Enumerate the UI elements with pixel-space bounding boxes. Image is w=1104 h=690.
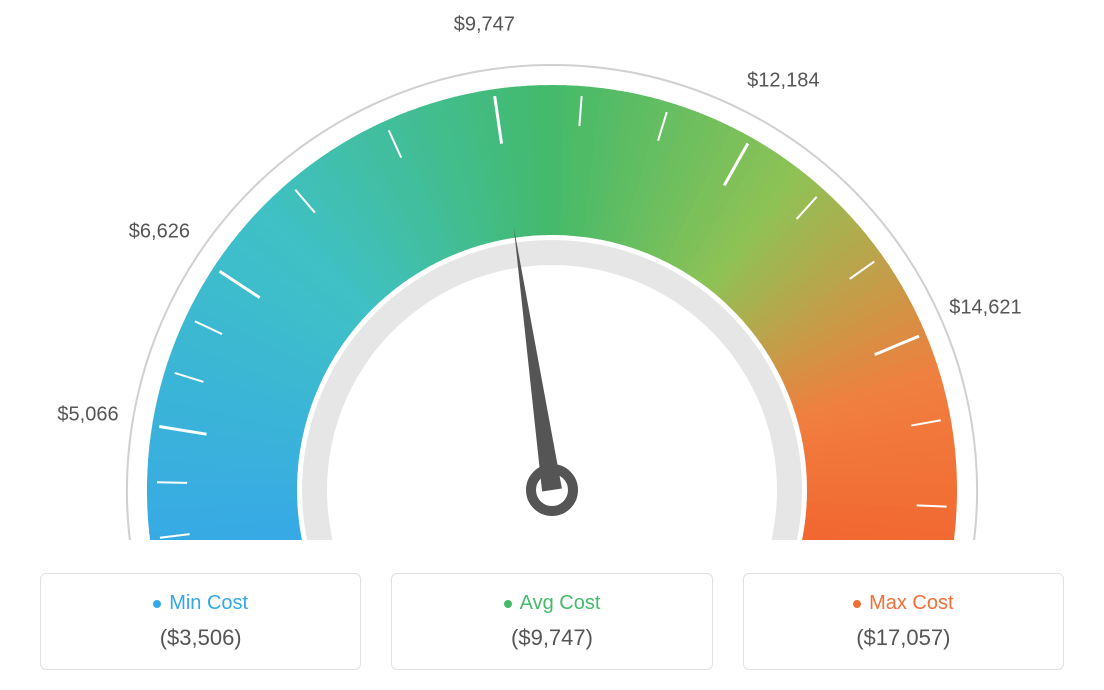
gauge-area: $3,506$5,066$6,626$9,747$12,184$14,621$1… bbox=[0, 0, 1104, 530]
legend-dot-min bbox=[153, 600, 161, 608]
scale-label: $5,066 bbox=[57, 404, 118, 427]
legend-label-min: Min Cost bbox=[169, 592, 248, 614]
legend-value-avg: ($9,747) bbox=[402, 625, 701, 651]
legend-row: Min Cost ($3,506) Avg Cost ($9,747) Max … bbox=[0, 573, 1104, 670]
legend-title-min: Min Cost bbox=[51, 592, 350, 615]
legend-value-max: ($17,057) bbox=[754, 625, 1053, 651]
scale-label: $9,747 bbox=[454, 13, 515, 36]
scale-label: $14,621 bbox=[949, 297, 1021, 320]
legend-card-max: Max Cost ($17,057) bbox=[743, 573, 1064, 670]
legend-dot-avg bbox=[504, 600, 512, 608]
legend-label-avg: Avg Cost bbox=[520, 592, 601, 614]
legend-card-min: Min Cost ($3,506) bbox=[40, 573, 361, 670]
gauge-chart-container: $3,506$5,066$6,626$9,747$12,184$14,621$1… bbox=[0, 0, 1104, 690]
legend-label-max: Max Cost bbox=[869, 592, 953, 614]
legend-title-avg: Avg Cost bbox=[402, 592, 701, 615]
legend-card-avg: Avg Cost ($9,747) bbox=[391, 573, 712, 670]
scale-label: $12,184 bbox=[747, 69, 819, 92]
legend-value-min: ($3,506) bbox=[51, 625, 350, 651]
legend-title-max: Max Cost bbox=[754, 592, 1053, 615]
scale-label: $6,626 bbox=[129, 220, 190, 243]
legend-dot-max bbox=[853, 600, 861, 608]
gauge-svg bbox=[0, 0, 1104, 540]
